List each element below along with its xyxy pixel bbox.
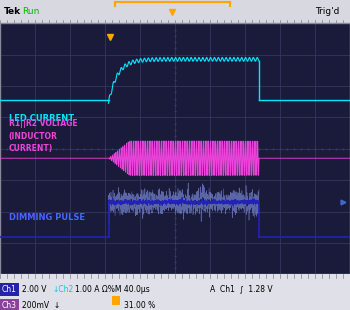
Text: A  Ch1  ∫  1.28 V: A Ch1 ∫ 1.28 V: [210, 285, 273, 294]
Text: CURRENT): CURRENT): [9, 144, 53, 153]
Text: Tek: Tek: [4, 7, 21, 16]
Text: 31.00 %: 31.00 %: [124, 301, 155, 310]
Text: Trig'd: Trig'd: [315, 7, 340, 16]
Text: 1.00 A Ω%M 40.0μs: 1.00 A Ω%M 40.0μs: [75, 285, 150, 294]
Text: ↓Ch2: ↓Ch2: [52, 285, 73, 294]
Text: DIMMING PULSE: DIMMING PULSE: [9, 213, 85, 222]
Bar: [112, 296, 120, 305]
Text: Ch1: Ch1: [2, 285, 17, 294]
Text: 2.00 V: 2.00 V: [22, 285, 47, 294]
Text: Ch3: Ch3: [2, 301, 17, 310]
Text: R1||R2 VOLTAGE: R1||R2 VOLTAGE: [9, 119, 77, 128]
Text: (INDUCTOR: (INDUCTOR: [9, 131, 58, 140]
Text: 200mV  ↓: 200mV ↓: [22, 301, 60, 310]
Text: Run: Run: [22, 7, 39, 16]
Text: LED CURRENT: LED CURRENT: [9, 114, 74, 123]
